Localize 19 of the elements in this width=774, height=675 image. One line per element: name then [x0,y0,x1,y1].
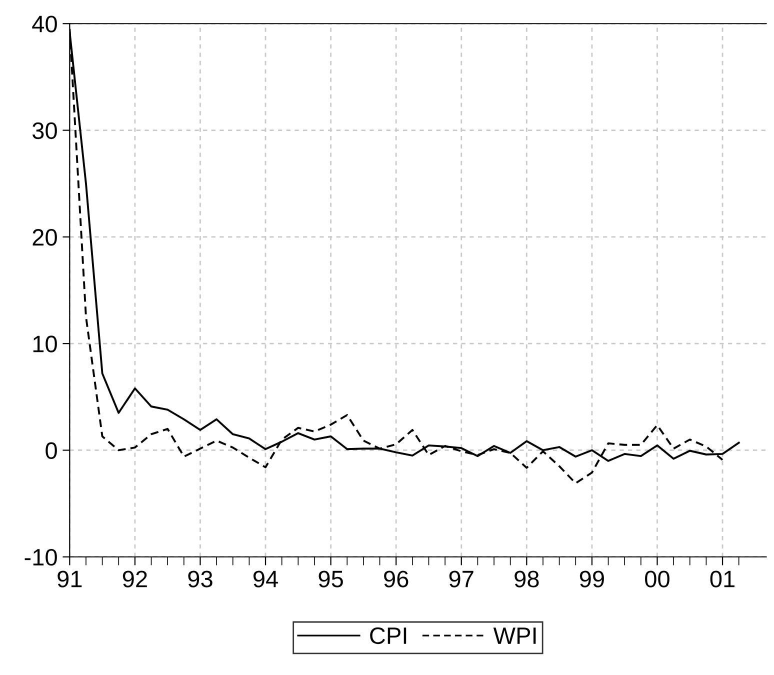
x-tick-label: 97 [449,570,474,588]
x-tick-label: 93 [188,570,212,588]
x-tick-label: 92 [122,570,147,588]
legend-label: WPI [493,628,536,644]
y-tick-label: 20 [32,228,57,246]
x-tick-label: 96 [384,570,408,588]
x-tick-label: 98 [514,570,539,588]
y-tick-label: 40 [32,16,57,32]
x-tick-label: 95 [318,570,343,588]
y-tick-label: 30 [32,122,57,140]
y-tick-label: 0 [46,442,57,460]
x-tick-label: 01 [710,570,734,588]
x-tick-label: 91 [58,570,82,588]
x-tick-label: 94 [253,570,278,588]
x-tick-label: 00 [645,570,670,588]
legend-label: CPI [370,627,406,644]
y-tick-label: 10 [33,336,57,352]
x-tick-label: 99 [580,570,604,588]
y-tick-label: -10 [24,548,57,566]
